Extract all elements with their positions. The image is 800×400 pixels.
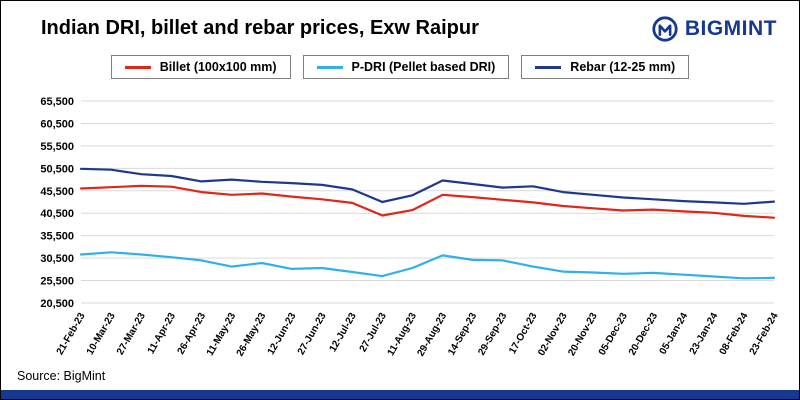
x-tick-label: 11-Aug-23 — [386, 311, 420, 358]
legend-swatch-rebar — [535, 65, 562, 69]
x-tick-label: 20-Dec-23 — [627, 311, 660, 358]
y-tick-label: 35,500 — [40, 231, 74, 243]
bigmint-logo-text: BIGMINT — [684, 17, 777, 40]
x-tick-label: 05-Jan-24 — [658, 311, 691, 357]
source-text: Source: BigMint — [17, 369, 106, 383]
y-tick-label: 40,500 — [40, 208, 74, 220]
legend-swatch-pdri — [316, 65, 343, 69]
series-line-2 — [79, 167, 776, 205]
bigmint-logo-icon — [652, 16, 678, 42]
y-tick-label: 50,500 — [40, 163, 74, 175]
x-tick-label: 11-May-23 — [205, 311, 239, 358]
series-line-1 — [79, 251, 776, 280]
x-tick-label: 11-Apr-23 — [146, 311, 179, 356]
x-tick-label: 20-Nov-23 — [566, 311, 600, 358]
legend-item-rebar: Rebar (12-25 mm) — [521, 55, 690, 79]
bigmint-logo: BIGMINT — [651, 15, 777, 43]
x-tick-label: 23-Feb-24 — [748, 311, 781, 357]
legend-label-rebar: Rebar (12-25 mm) — [570, 60, 676, 74]
y-tick-label: 45,500 — [40, 186, 74, 198]
y-tick-label: 55,500 — [40, 141, 74, 153]
y-tick-label: 30,500 — [40, 253, 74, 265]
legend-swatch-billet — [124, 65, 151, 69]
x-tick-label: 10-Mar-23 — [85, 311, 118, 357]
x-tick-label: 26-Apr-23 — [176, 311, 209, 357]
x-tick-label: 17-Oct-23 — [507, 311, 540, 356]
x-tick-label: 02-Nov-23 — [536, 311, 570, 358]
x-tick-label: 29-Sep-23 — [476, 311, 509, 358]
chart-area: 20,500 25,500 30,500 35,500 40,500 45,500 50,5… — [9, 91, 793, 365]
x-tick-label: 21-Feb-23 — [55, 311, 88, 357]
price-chart: 20,500 25,500 30,500 35,500 40,500 45,500 50,5… — [40, 96, 781, 359]
x-tick-label: 29-Aug-23 — [415, 311, 449, 359]
y-tick-label: 20,500 — [40, 298, 74, 310]
y-tick-label: 65,500 — [40, 96, 74, 108]
header: Indian DRI, billet and rebar prices, Exw… — [1, 1, 799, 43]
y-tick-label: 25,500 — [40, 276, 74, 288]
x-tick-label: 05-Dec-23 — [597, 311, 630, 358]
x-tick-label: 08-Feb-24 — [718, 311, 751, 357]
y-tick-label: 60,500 — [40, 118, 74, 130]
legend-label-billet: Billet (100x100 mm) — [159, 60, 277, 74]
page-title: Indian DRI, billet and rebar prices, Exw… — [41, 17, 479, 39]
footer-bar — [1, 390, 799, 399]
x-tick-label: 12-Jun-23 — [266, 311, 299, 357]
legend-item-pdri: P-DRI (Pellet based DRI) — [302, 55, 510, 79]
x-tick-label: 23-Jan-24 — [688, 311, 721, 357]
legend: Billet (100x100 mm) P-DRI (Pellet based … — [1, 55, 799, 79]
legend-item-billet: Billet (100x100 mm) — [110, 55, 291, 79]
x-tick-label: 27-Jul-23 — [358, 311, 389, 354]
x-tick-label: 27-Mar-23 — [115, 311, 148, 357]
x-tick-label: 27-Jun-23 — [296, 311, 329, 357]
x-tick-label: 12-Jul-23 — [328, 311, 359, 354]
x-tick-label: 14-Sep-23 — [446, 311, 479, 358]
x-tick-label: 26-May-23 — [235, 311, 269, 359]
legend-label-pdri: P-DRI (Pellet based DRI) — [351, 60, 496, 74]
series-line-0 — [79, 184, 776, 219]
